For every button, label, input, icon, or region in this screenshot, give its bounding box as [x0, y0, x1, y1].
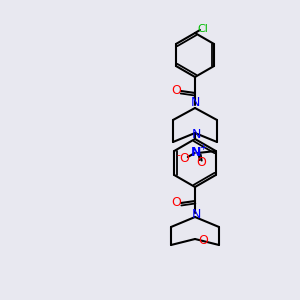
Text: O: O [198, 235, 208, 248]
Text: O: O [196, 157, 206, 169]
Text: O: O [171, 196, 181, 209]
Text: O: O [171, 85, 181, 98]
Text: -: - [177, 150, 181, 160]
Text: N: N [191, 208, 201, 221]
Text: N: N [190, 97, 200, 110]
Text: N: N [191, 128, 201, 142]
Text: +: + [199, 143, 206, 152]
Text: Cl: Cl [198, 24, 208, 34]
Text: O: O [179, 152, 189, 164]
Text: N: N [190, 146, 201, 158]
